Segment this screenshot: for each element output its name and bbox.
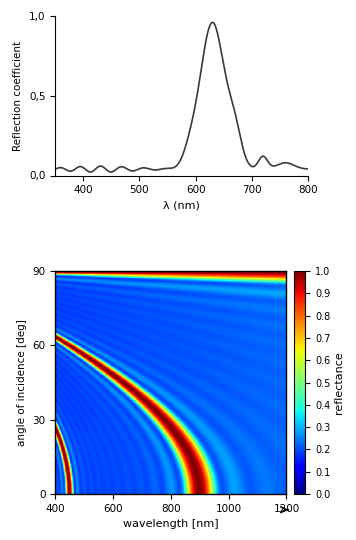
- X-axis label: wavelength [nm]: wavelength [nm]: [123, 519, 219, 529]
- X-axis label: λ (nm): λ (nm): [163, 201, 200, 211]
- Y-axis label: reflectance: reflectance: [334, 351, 345, 414]
- Y-axis label: angle of incidence [deg]: angle of incidence [deg]: [17, 319, 27, 446]
- Y-axis label: Reflection coefficient: Reflection coefficient: [14, 41, 23, 151]
